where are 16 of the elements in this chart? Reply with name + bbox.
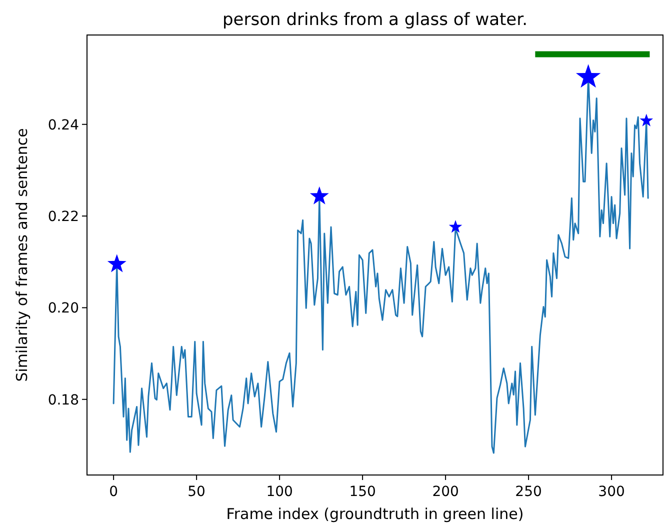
chart-title: person drinks from a glass of water. bbox=[222, 10, 528, 30]
y-tick-label: 0.22 bbox=[48, 208, 79, 225]
y-tick-label: 0.20 bbox=[48, 300, 79, 317]
x-tick-label: 250 bbox=[515, 484, 542, 500]
y-tick-label: 0.24 bbox=[48, 117, 80, 134]
x-tick-label: 100 bbox=[266, 484, 293, 500]
y-axis-title: Similarity of frames and sentence bbox=[13, 128, 31, 382]
x-tick-label: 0 bbox=[109, 484, 118, 500]
point bbox=[107, 254, 126, 272]
x-tick-label: 200 bbox=[432, 484, 459, 500]
x-tick-label: 150 bbox=[349, 484, 376, 500]
point bbox=[310, 186, 329, 204]
x-tick-label: 50 bbox=[188, 484, 206, 500]
x-tick-label: 300 bbox=[598, 484, 625, 500]
x-axis-title: Frame index (groundtruth in green line) bbox=[226, 505, 524, 523]
y-tick-label: 0.18 bbox=[48, 392, 79, 408]
